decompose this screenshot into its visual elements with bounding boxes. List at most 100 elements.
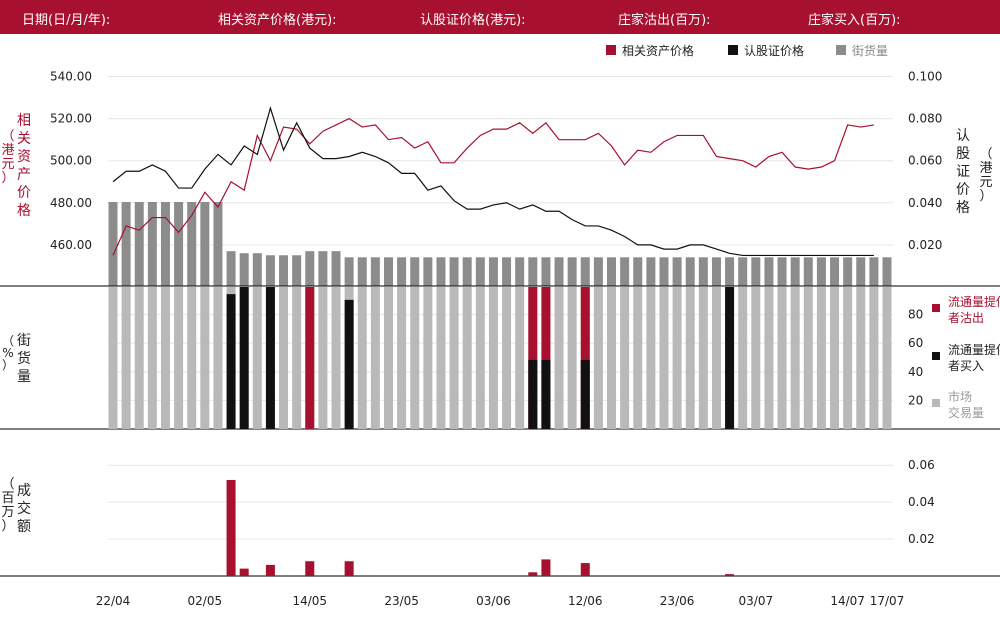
x-tick-label: 12/06 [568,594,603,608]
outstanding-bar [502,257,512,286]
legend-market-volume-swatch [932,399,940,407]
outstanding-bar [370,257,380,286]
market-volume-bar [620,287,630,429]
bottom-axis-label-char: 交 [17,500,31,517]
outstanding-bar [397,257,407,286]
lp-bought-bar [580,359,590,429]
right-axis-unit-char: ） [979,189,992,204]
market-volume-bar [738,287,748,429]
outstanding-bar [410,257,420,286]
legend-lp-sold-label: 流通量提供 [948,294,1000,309]
outstanding-bar [764,257,774,286]
outstanding-bar [620,257,630,286]
mid-axis-unit-char: % [2,346,13,360]
market-volume-bar [370,287,380,429]
left-axis-label-char: 产 [17,167,31,183]
legend-lp-bought-swatch [932,352,940,360]
outstanding-bar [816,257,826,286]
legend-underlying-swatch [606,45,616,55]
outstanding-bar [226,251,236,286]
legend-lp-bought-label: 者买入 [948,359,984,373]
legend-lp-bought-label: 流通量提供 [948,342,1000,357]
market-volume-bar [882,287,892,429]
legend-market-volume-label: 交易量 [948,405,984,420]
market-volume-bar [659,287,669,429]
x-tick-label: 03/06 [476,594,511,608]
outstanding-bar [856,257,866,286]
right-tick-label: 0.100 [908,70,942,84]
market-volume-bar [672,287,682,429]
lp-sold-bar [305,287,315,429]
market-volume-bar [633,287,643,429]
outstanding-bar [331,251,341,286]
market-volume-bar [318,287,328,429]
outstanding-bar [462,257,472,286]
market-volume-bar [357,287,367,429]
legend-outstanding-swatch [836,45,846,55]
turnover-bar [528,572,538,576]
market-volume-bar [436,287,446,429]
market-volume-bar [593,287,603,429]
outstanding-bar [607,257,617,286]
turnover-bar [725,574,735,576]
outstanding-bar [725,257,735,286]
market-volume-bar [174,287,184,429]
turnover-bar [580,563,590,576]
lp-bought-bar [265,287,275,429]
market-volume-bar [475,287,485,429]
outstanding-bar [292,255,302,286]
mid-axis-label: 街货量 [17,333,31,385]
right-axis-label-char: 价 [956,182,970,198]
right-axis-unit-char: （ [979,147,992,162]
legend-underlying-label: 相关资产价格 [622,43,694,58]
market-volume-bar [607,287,617,429]
outstanding-bar [580,257,590,286]
mid-axis-label-char: 量 [17,369,31,385]
right-tick-label: 0.080 [908,112,942,126]
market-volume-bar [777,287,787,429]
outstanding-bar [830,257,840,286]
left-axis-label-char: 相 [17,113,31,129]
outstanding-bar [711,257,721,286]
right-axis-unit: （港元） [979,147,992,204]
market-volume-bar [502,287,512,429]
bottom-axis-unit-char: （ [1,477,14,492]
legend-market-volume-label: 市场 [948,389,972,404]
left-axis-label-char: 资 [17,149,31,165]
outstanding-bar [554,257,564,286]
legend-outstanding-label: 街货量 [852,43,888,58]
outstanding-bar [200,202,210,286]
market-volume-bar [200,287,210,429]
lp-sold-bar [580,287,590,429]
market-volume-bar [711,287,721,429]
bottom-axis-unit-char: 百 [1,491,14,506]
outstanding-bar [383,257,393,286]
market-volume-bar [108,287,118,429]
outstanding-bar [672,257,682,286]
outstanding-bar [160,202,170,286]
market-volume-bar [488,287,498,429]
outstanding-bar [344,257,354,286]
outstanding-bar [265,255,275,286]
outstanding-bar [108,202,118,286]
x-tick-label: 17/07 [870,594,905,608]
mid-tick-label: 20 [908,393,923,407]
lp-sold-bar [541,287,551,429]
lp-bought-bar [226,294,236,429]
left-axis-label: 相关资产价格 [17,113,31,219]
right-tick-label: 0.040 [908,196,942,210]
bottom-axis-unit: （百万） [1,477,14,534]
warrant-chart: 540.00 520.00 500.00 480.00 460.00 0.100 0.080… [0,43,1000,608]
market-volume-bar [449,287,459,429]
market-volume-bar [397,287,407,429]
bottom-axis-label-char: 额 [17,519,31,535]
left-axis-unit-char: （ [1,129,14,144]
market-volume-bar [751,287,761,429]
bottom-tick-label: 0.02 [908,532,935,546]
market-volume-bar [187,287,197,429]
mid-tick-label: 40 [908,365,923,379]
warrant-price-line [112,105,874,257]
outstanding-bar [803,257,813,286]
left-axis-unit-char: ） [1,171,14,186]
market-volume-bar [803,287,813,429]
